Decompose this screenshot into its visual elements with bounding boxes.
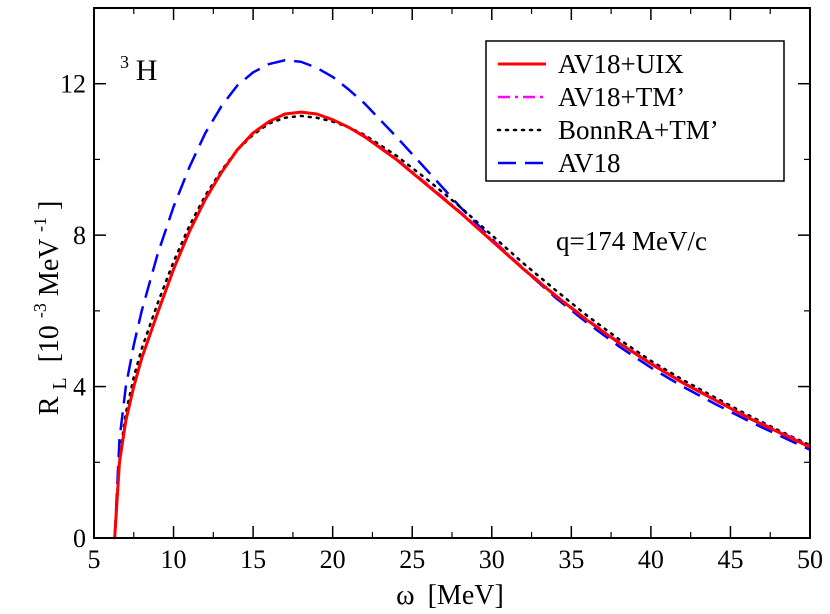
legend-label-bonnra-tm-: BonnRA+TM’ <box>558 115 719 145</box>
x-tick-label-35: 35 <box>558 545 584 574</box>
nucleus-mass: 3 <box>120 52 129 72</box>
y-axis-sub: L <box>49 377 71 389</box>
x-tick-label-20: 20 <box>320 545 346 574</box>
legend-label-av18-uix: AV18+UIX <box>558 49 684 79</box>
series-line-av18-uix <box>113 110 811 539</box>
x-axis-symbol: ω <box>396 580 414 611</box>
y-axis-unit-exp1: -3 <box>30 303 50 318</box>
ticks-layer <box>93 7 811 539</box>
y-tick-label-0: 0 <box>73 524 86 553</box>
nucleus-annotation: 3 H <box>120 44 157 87</box>
y-tick-label-8: 8 <box>73 221 86 250</box>
y-axis-unit-close: ] <box>34 201 65 210</box>
x-axis-unit: [MeV] <box>428 580 504 611</box>
y-tick-label-4: 4 <box>73 373 86 402</box>
x-tick-label-25: 25 <box>399 545 425 574</box>
x-tick-label-45: 45 <box>717 545 743 574</box>
legend-label-av18: AV18 <box>558 148 621 178</box>
series-line-bonnra-tm- <box>113 114 812 540</box>
x-tick-label-5: 5 <box>88 545 101 574</box>
tick-labels-layer: 5 10 15 20 25 30 35 40 45 50 0 4 8 12 <box>60 70 823 574</box>
y-tick-label-12: 12 <box>60 70 86 99</box>
legend-label-av18-tm-: AV18+TM’ <box>558 82 685 112</box>
series-line-av18 <box>113 58 811 539</box>
y-axis-main: R <box>34 396 65 415</box>
x-tick-label-15: 15 <box>240 545 266 574</box>
x-axis-title: ω [MeV] <box>396 580 504 611</box>
y-axis-unit-exp2: -1 <box>30 217 50 232</box>
x-tick-label-50: 50 <box>797 545 823 574</box>
x-tick-label-30: 30 <box>479 545 505 574</box>
momentum-annotation: q=174 MeV/c <box>556 226 707 256</box>
nucleus-symbol: H <box>136 54 158 87</box>
x-tick-label-40: 40 <box>638 545 664 574</box>
y-axis-unit-mid: MeV <box>34 239 65 296</box>
x-tick-label-10: 10 <box>161 545 187 574</box>
series-layer <box>113 58 812 540</box>
y-axis-title: R L [10 -3 MeV -1 ] <box>22 201 73 416</box>
y-axis-unit-open: [10 <box>34 325 65 362</box>
